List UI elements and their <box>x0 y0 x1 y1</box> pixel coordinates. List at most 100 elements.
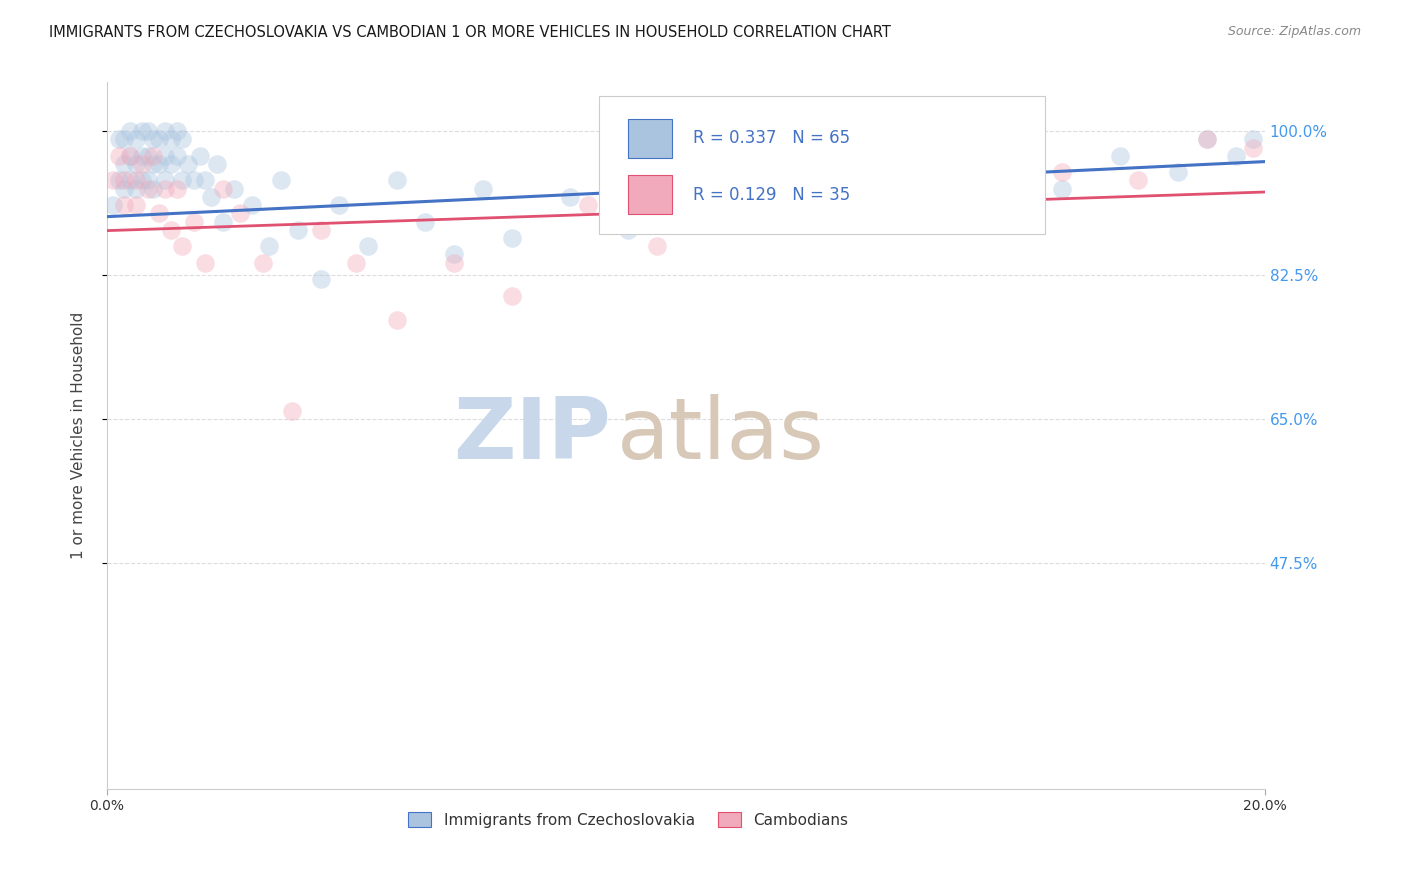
Text: ZIP: ZIP <box>453 393 610 476</box>
Point <box>125 198 148 212</box>
Point <box>159 132 181 146</box>
Point <box>107 149 129 163</box>
Point <box>281 403 304 417</box>
Point <box>356 239 378 253</box>
Point <box>114 198 136 212</box>
Point <box>131 157 153 171</box>
Point <box>205 157 228 171</box>
Point <box>172 239 194 253</box>
Point <box>877 190 900 204</box>
Point <box>120 124 142 138</box>
Point <box>101 173 124 187</box>
Point <box>229 206 252 220</box>
Point <box>120 149 142 163</box>
Point <box>443 255 465 269</box>
Point <box>344 255 367 269</box>
Point <box>148 206 170 220</box>
Point <box>443 247 465 261</box>
Point <box>194 173 217 187</box>
Point <box>166 124 188 138</box>
Point <box>576 198 599 212</box>
Point <box>385 173 408 187</box>
Point <box>142 132 165 146</box>
Point <box>125 132 148 146</box>
Point <box>965 198 987 212</box>
Y-axis label: 1 or more Vehicles in Household: 1 or more Vehicles in Household <box>72 311 86 558</box>
Point <box>172 132 194 146</box>
Point <box>153 124 176 138</box>
Point <box>114 132 136 146</box>
Legend: Immigrants from Czechoslovakia, Cambodians: Immigrants from Czechoslovakia, Cambodia… <box>402 805 853 834</box>
Point <box>501 231 523 245</box>
Point <box>172 173 194 187</box>
Point <box>153 173 176 187</box>
Point <box>114 182 136 196</box>
Point <box>120 173 142 187</box>
Point <box>166 182 188 196</box>
Text: R = 0.129   N = 35: R = 0.129 N = 35 <box>693 186 851 203</box>
FancyBboxPatch shape <box>599 96 1045 234</box>
Point <box>114 173 136 187</box>
Point <box>252 255 274 269</box>
Point <box>183 214 205 228</box>
Point <box>125 182 148 196</box>
Point <box>1195 132 1218 146</box>
Point <box>148 132 170 146</box>
Point <box>136 124 159 138</box>
Point <box>270 173 292 187</box>
Point <box>194 255 217 269</box>
Point <box>790 157 813 171</box>
Point <box>224 182 246 196</box>
FancyBboxPatch shape <box>628 119 672 158</box>
Point <box>965 149 987 163</box>
Point <box>183 173 205 187</box>
Point <box>188 149 211 163</box>
Point <box>415 214 437 228</box>
Point <box>1126 173 1149 187</box>
Point <box>1225 149 1247 163</box>
Point <box>733 206 755 220</box>
Point <box>1052 182 1074 196</box>
Point <box>309 223 332 237</box>
Point <box>142 149 165 163</box>
Point <box>159 223 181 237</box>
Point <box>142 182 165 196</box>
Text: Source: ZipAtlas.com: Source: ZipAtlas.com <box>1227 25 1361 38</box>
Point <box>107 173 129 187</box>
Point <box>177 157 200 171</box>
Point <box>101 198 124 212</box>
Text: R = 0.337   N = 65: R = 0.337 N = 65 <box>693 129 851 147</box>
Point <box>848 182 870 196</box>
Point <box>131 173 153 187</box>
Point <box>159 157 181 171</box>
Point <box>472 182 495 196</box>
Point <box>131 124 153 138</box>
Point <box>501 288 523 302</box>
Point <box>212 182 235 196</box>
Point <box>1195 132 1218 146</box>
Point <box>125 157 148 171</box>
Point <box>645 239 668 253</box>
Point <box>125 173 148 187</box>
Point <box>153 149 176 163</box>
Point <box>257 239 280 253</box>
Point <box>120 149 142 163</box>
Point <box>136 149 159 163</box>
Point <box>560 190 582 204</box>
Point <box>212 214 235 228</box>
Point <box>136 173 159 187</box>
Point <box>148 157 170 171</box>
Point <box>131 149 153 163</box>
Point <box>309 272 332 286</box>
Point <box>617 223 640 237</box>
Point <box>675 165 697 179</box>
FancyBboxPatch shape <box>628 175 672 214</box>
Point <box>287 223 309 237</box>
Point <box>328 198 350 212</box>
Point <box>385 313 408 327</box>
Point <box>1109 149 1132 163</box>
Point <box>136 182 159 196</box>
Point <box>200 190 222 204</box>
Point <box>1241 141 1264 155</box>
Point <box>1167 165 1189 179</box>
